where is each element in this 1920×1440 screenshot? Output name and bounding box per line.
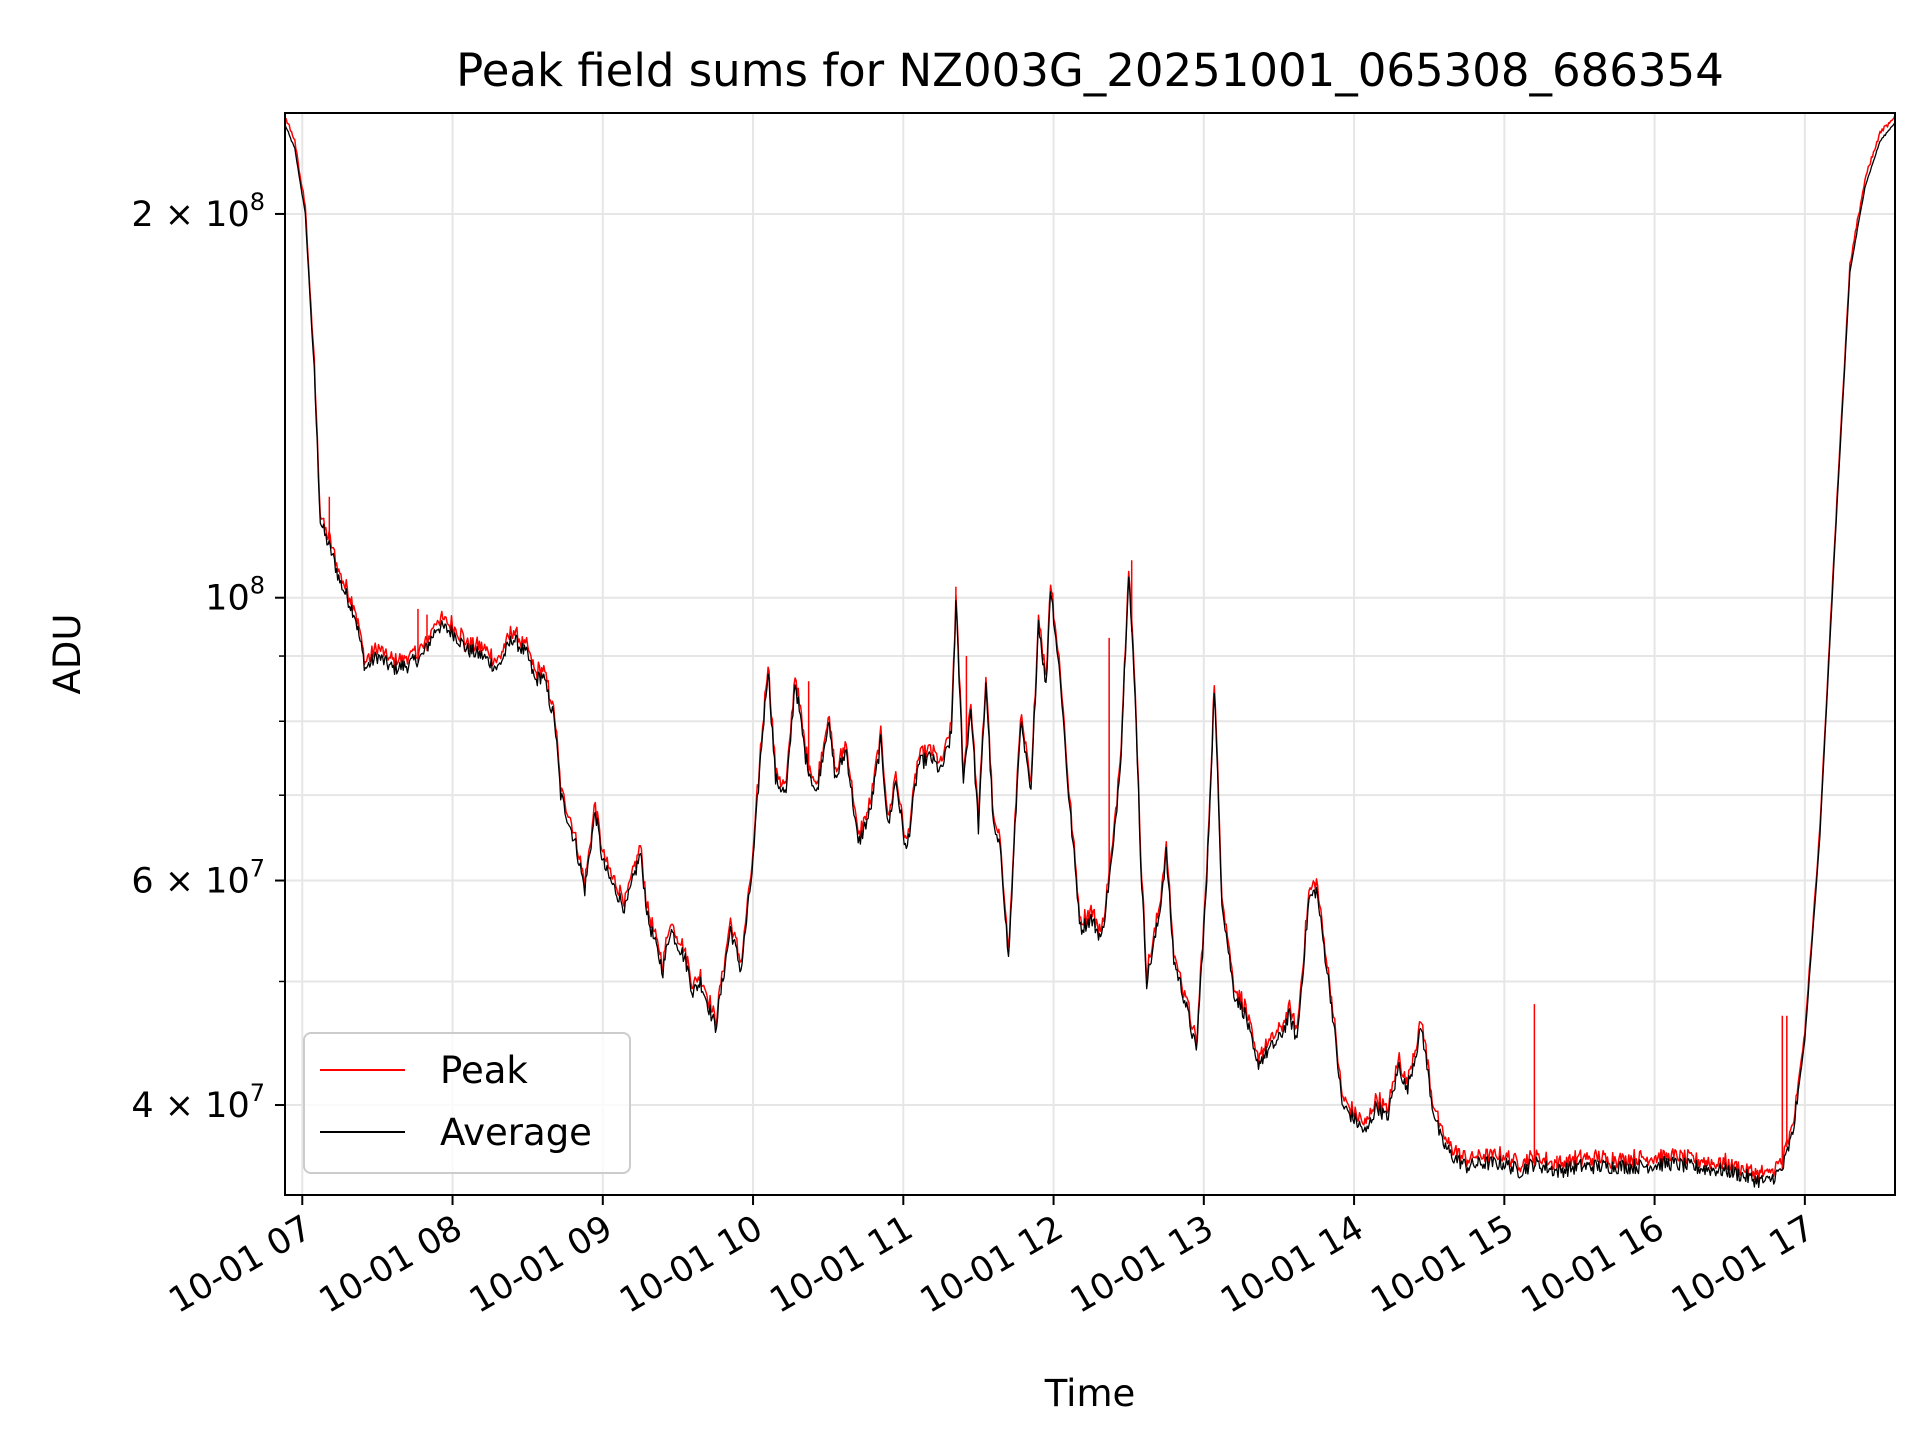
series-line-average [285, 121, 1895, 1189]
x-axis-label: Time [1044, 1372, 1136, 1415]
chart-title: Peak field sums for NZ003G_20251001_0653… [456, 44, 1724, 97]
legend: Peak Average [303, 1032, 631, 1174]
legend-box [303, 1032, 631, 1174]
y-tick-label: 108 [205, 572, 265, 619]
y-tick-label-exponent: 8 [250, 572, 265, 600]
y-tick-label-base: 4 × 10 [131, 1086, 249, 1126]
plot-frame [284, 112, 1896, 1196]
y-tick-label-base: 2 × 10 [131, 195, 249, 235]
y-tick-label-base: 6 × 10 [131, 862, 249, 902]
y-tick-label-base: 10 [205, 579, 250, 619]
y-tick-label-exponent: 8 [250, 188, 265, 216]
plot-series [285, 114, 1895, 1189]
y-tick-label-exponent: 7 [250, 855, 265, 883]
series-clip-group [285, 114, 1895, 1189]
y-tick-label-exponent: 7 [250, 1079, 265, 1107]
y-tick-label: 2 × 108 [131, 188, 265, 235]
legend-label-peak: Peak [440, 1049, 528, 1092]
legend-label-average: Average [440, 1111, 592, 1154]
y-tick-label: 4 × 107 [131, 1079, 265, 1126]
y-tick-label: 6 × 107 [131, 855, 265, 902]
series-line-peak [285, 114, 1895, 1181]
grid [285, 113, 1895, 1195]
y-axis-label: ADU [46, 614, 89, 695]
